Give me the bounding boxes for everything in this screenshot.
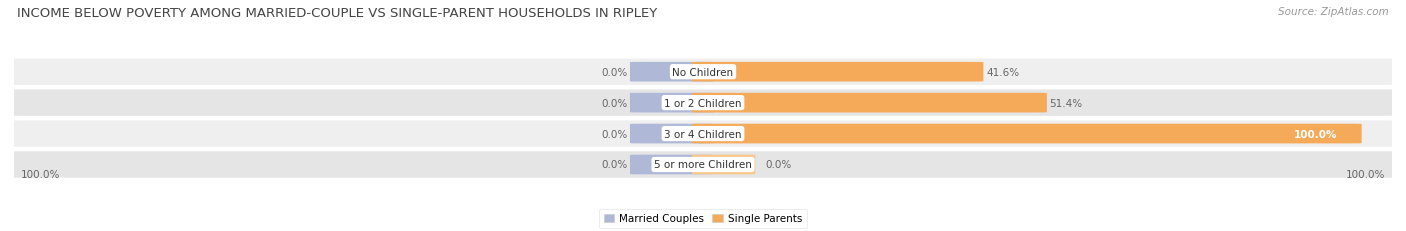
Text: No Children: No Children xyxy=(672,67,734,77)
Legend: Married Couples, Single Parents: Married Couples, Single Parents xyxy=(599,210,807,228)
Text: 51.4%: 51.4% xyxy=(1050,98,1083,108)
Text: 100.0%: 100.0% xyxy=(1294,129,1337,139)
FancyBboxPatch shape xyxy=(7,120,1399,148)
FancyBboxPatch shape xyxy=(630,93,714,113)
Text: 3 or 4 Children: 3 or 4 Children xyxy=(664,129,742,139)
FancyBboxPatch shape xyxy=(692,124,1361,144)
Text: 41.6%: 41.6% xyxy=(986,67,1019,77)
Text: 100.0%: 100.0% xyxy=(21,170,60,179)
Text: 0.0%: 0.0% xyxy=(600,160,627,170)
FancyBboxPatch shape xyxy=(630,124,714,144)
FancyBboxPatch shape xyxy=(630,63,714,82)
Text: 0.0%: 0.0% xyxy=(600,98,627,108)
Text: 0.0%: 0.0% xyxy=(600,67,627,77)
Text: 0.0%: 0.0% xyxy=(600,129,627,139)
Text: Source: ZipAtlas.com: Source: ZipAtlas.com xyxy=(1278,7,1389,17)
FancyBboxPatch shape xyxy=(7,89,1399,117)
Text: 1 or 2 Children: 1 or 2 Children xyxy=(664,98,742,108)
FancyBboxPatch shape xyxy=(692,93,1047,113)
FancyBboxPatch shape xyxy=(7,58,1399,87)
FancyBboxPatch shape xyxy=(692,155,755,175)
FancyBboxPatch shape xyxy=(692,63,983,82)
Text: 5 or more Children: 5 or more Children xyxy=(654,160,752,170)
FancyBboxPatch shape xyxy=(630,155,714,175)
Text: INCOME BELOW POVERTY AMONG MARRIED-COUPLE VS SINGLE-PARENT HOUSEHOLDS IN RIPLEY: INCOME BELOW POVERTY AMONG MARRIED-COUPL… xyxy=(17,7,657,20)
Text: 0.0%: 0.0% xyxy=(765,160,792,170)
Text: 100.0%: 100.0% xyxy=(1346,170,1385,179)
FancyBboxPatch shape xyxy=(7,151,1399,179)
